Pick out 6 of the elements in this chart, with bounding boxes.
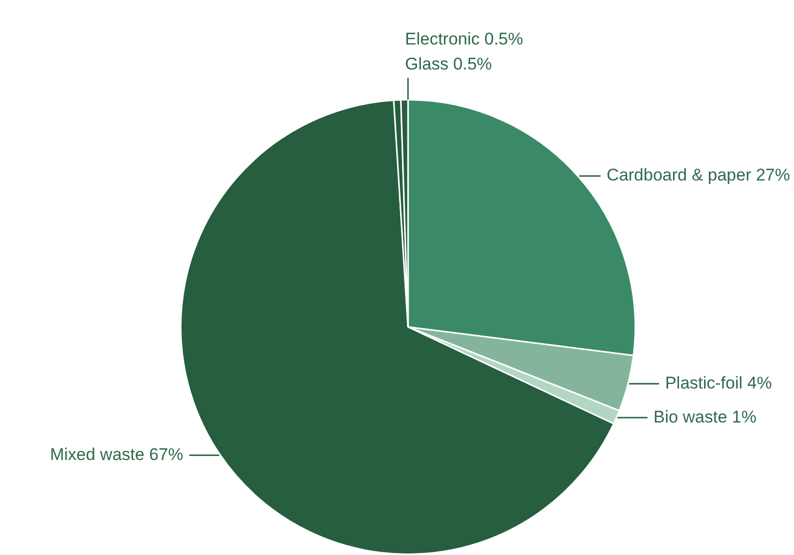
slice-label: Glass 0.5% <box>405 54 492 74</box>
slice-label: Cardboard & paper 27% <box>606 166 790 185</box>
slice-label: Mixed waste 67% <box>50 444 184 464</box>
slice-label: Bio waste 1% <box>653 407 756 426</box>
slice-label: Plastic-foil 4% <box>665 373 772 392</box>
slice-label: Electronic 0.5% <box>405 29 524 48</box>
